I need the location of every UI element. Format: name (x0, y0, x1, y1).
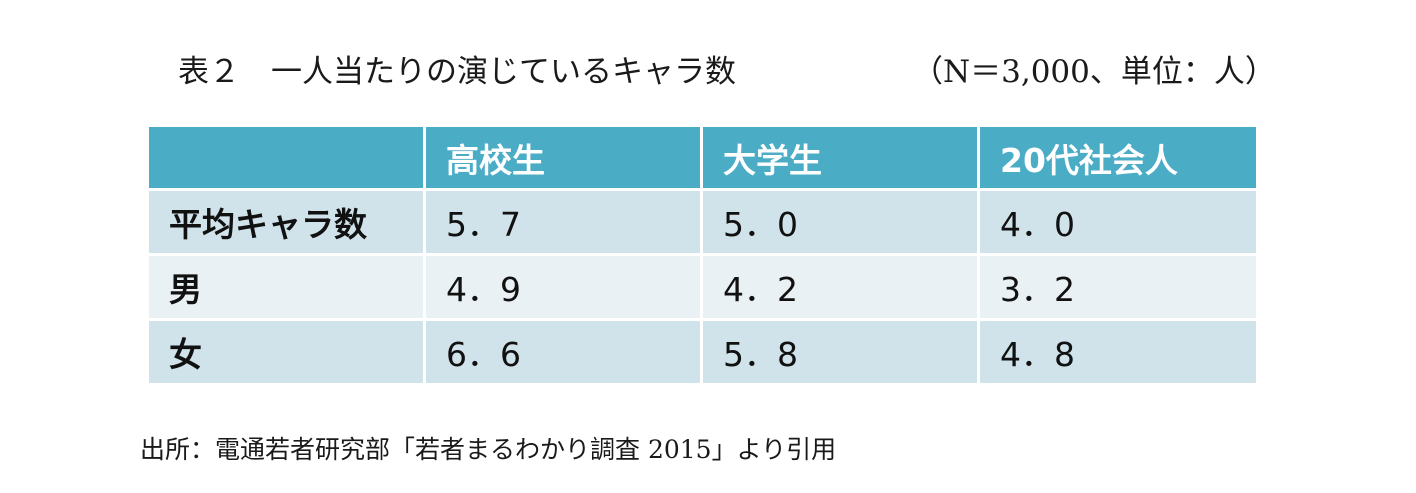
sample-size-note: （N＝3,000、単位：人） (912, 54, 1276, 90)
table-title: 表２ 一人当たりの演じているキャラ数 （N＝3,000、単位：人） (178, 48, 1288, 96)
table-cell: 3．2 (977, 253, 1259, 321)
header-cell-university: 大学生 (700, 124, 980, 191)
header-cell-high-school: 高校生 (423, 124, 703, 191)
row-label: 平均キャラ数 (146, 188, 426, 256)
table-cell: 4．0 (977, 188, 1259, 256)
table-cell: 4．2 (700, 253, 980, 321)
table-header-row: 高校生 大学生 20代社会人 (146, 124, 1259, 191)
header-cell-corner (146, 124, 426, 191)
table-row: 男 4．9 4．2 3．2 (146, 253, 1259, 321)
table-cell: 5．8 (700, 318, 980, 386)
header-cell-working-20s: 20代社会人 (977, 124, 1259, 191)
page-title: 表２ 一人当たりの演じているキャラ数 (178, 54, 736, 90)
table-cell: 5．7 (423, 188, 703, 256)
table-cell: 6．6 (423, 318, 703, 386)
table-cell: 5．0 (700, 188, 980, 256)
data-table: 高校生 大学生 20代社会人 平均キャラ数 5．7 5．0 4．0 男 4．9 … (146, 124, 1259, 386)
table-cell: 4．8 (977, 318, 1259, 386)
table-row: 平均キャラ数 5．7 5．0 4．0 (146, 188, 1259, 256)
table-row: 女 6．6 5．8 4．8 (146, 318, 1259, 386)
source-citation: 出所：電通若者研究部「若者まるわかり調査 2015」より引用 (140, 435, 837, 464)
table-cell: 4．9 (423, 253, 703, 321)
row-label: 男 (146, 253, 426, 321)
row-label: 女 (146, 318, 426, 386)
